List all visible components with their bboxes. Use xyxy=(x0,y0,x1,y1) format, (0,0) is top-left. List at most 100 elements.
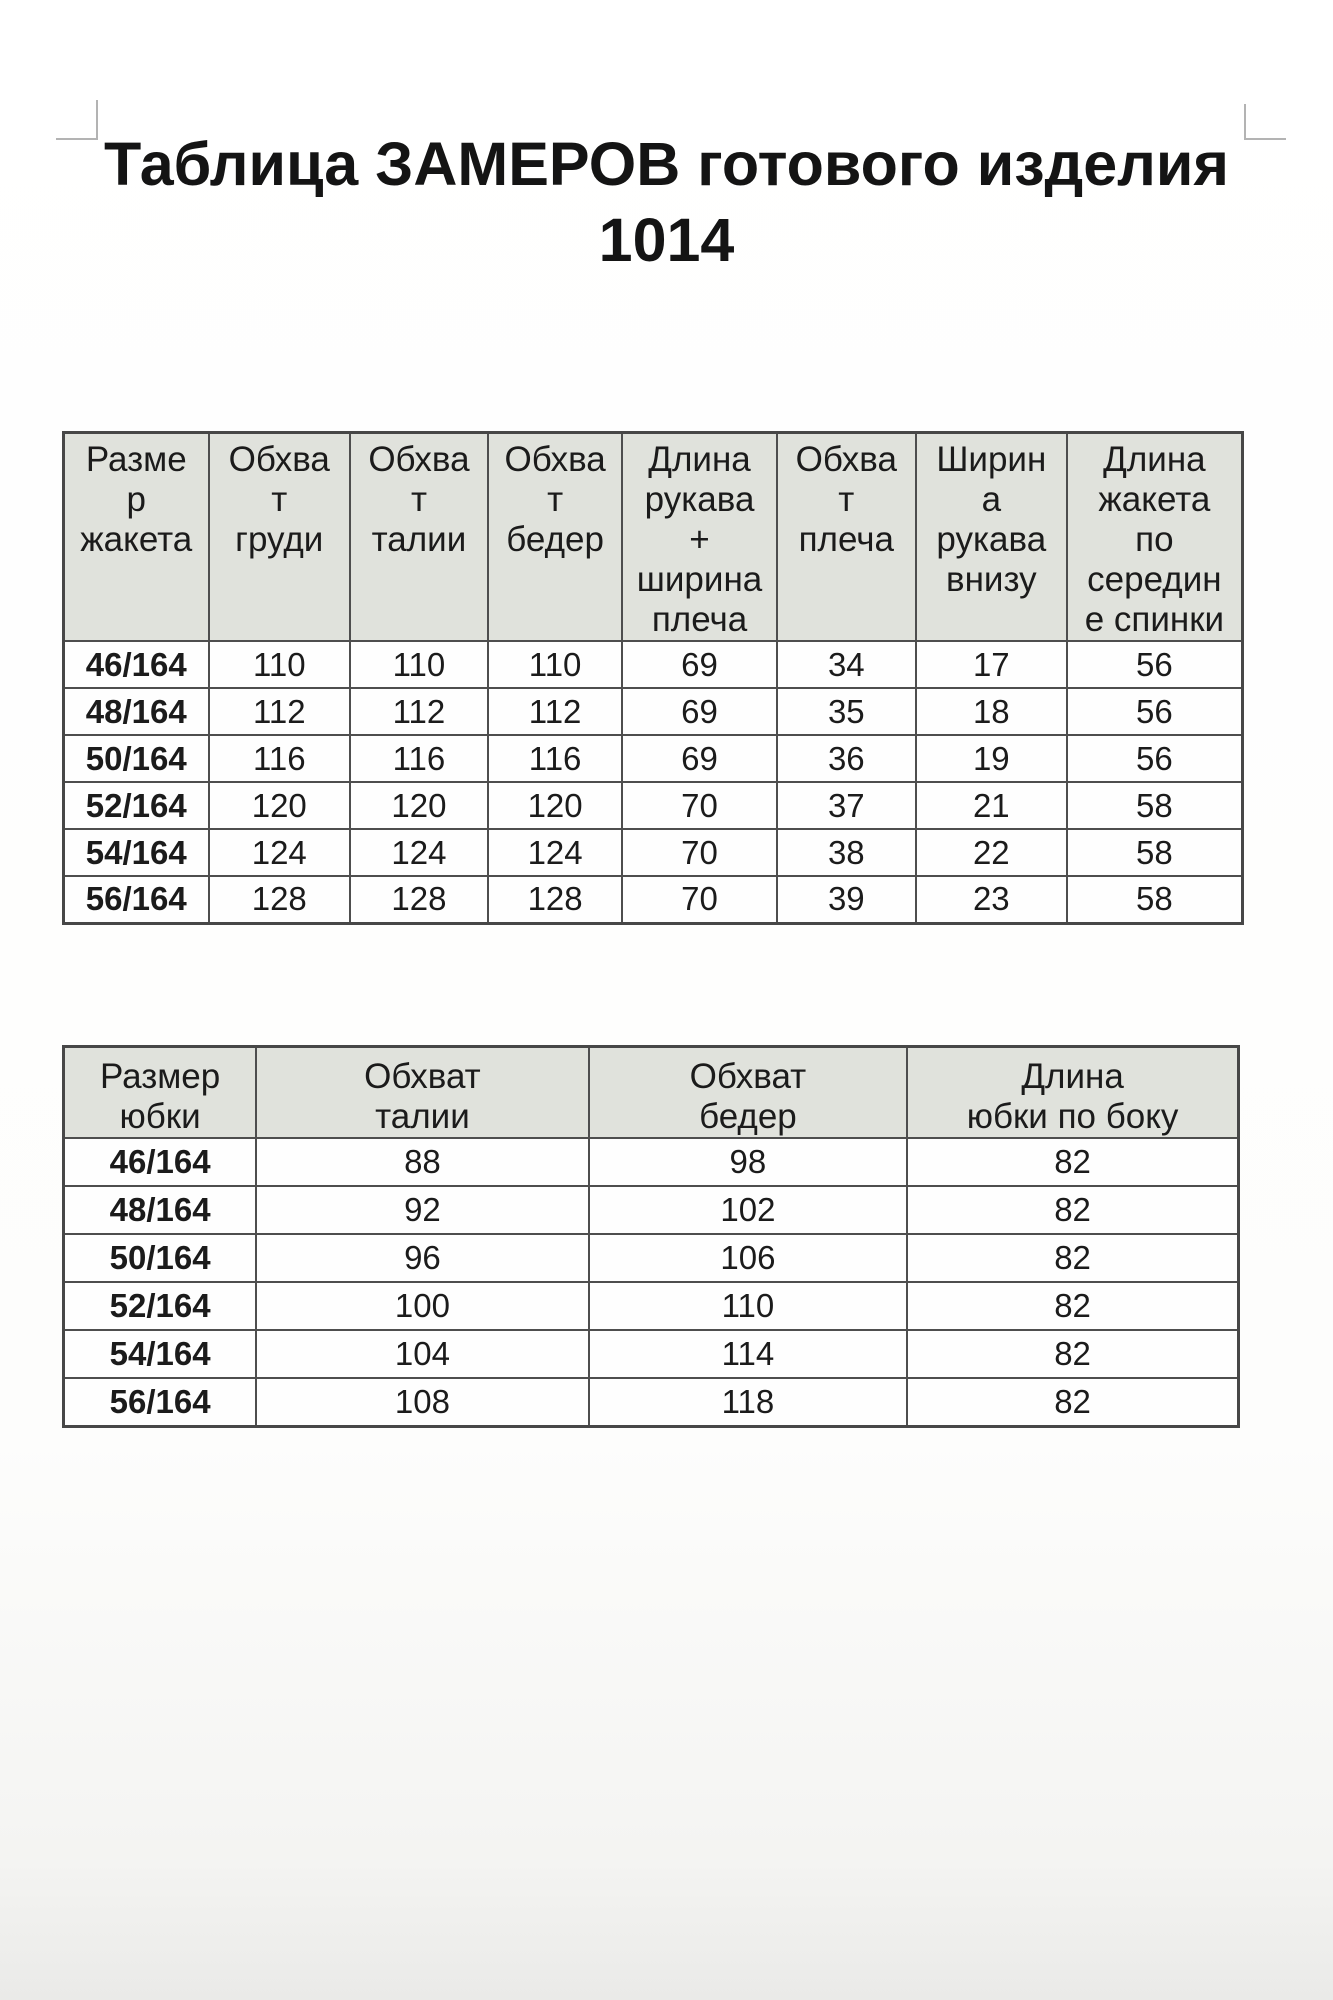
size-cell: 54/164 xyxy=(62,828,210,877)
size-cell: 46/164 xyxy=(62,1137,258,1187)
header-cell-upper-arm: Обхва т плеча xyxy=(775,431,917,642)
table-row: 48/164 112 112 112 69 35 18 56 xyxy=(62,687,1244,736)
value-cell: 116 xyxy=(207,734,351,783)
value-cell: 17 xyxy=(914,640,1068,689)
value-cell: 92 xyxy=(255,1185,590,1235)
size-cell: 48/164 xyxy=(62,687,210,736)
value-cell: 116 xyxy=(348,734,489,783)
value-cell: 69 xyxy=(621,687,778,736)
table-row: 52/164 120 120 120 70 37 21 58 xyxy=(62,781,1244,830)
size-cell: 52/164 xyxy=(62,781,210,830)
table-row: 50/164 96 106 82 xyxy=(62,1233,1240,1283)
table-row: 56/164 108 118 82 xyxy=(62,1377,1240,1427)
table-row: 46/164 110 110 110 69 34 17 56 xyxy=(62,640,1244,689)
header-cell-skirt-size: Размер юбки xyxy=(62,1045,258,1139)
page-margin-mark-top-left xyxy=(56,100,98,140)
value-cell: 58 xyxy=(1065,828,1244,877)
table-row: 54/164 124 124 124 70 38 22 58 xyxy=(62,828,1244,877)
value-cell: 36 xyxy=(775,734,917,783)
value-cell: 88 xyxy=(255,1137,590,1187)
value-cell: 110 xyxy=(348,640,489,689)
value-cell: 69 xyxy=(621,734,778,783)
size-cell: 54/164 xyxy=(62,1329,258,1379)
table-row: 52/164 100 110 82 xyxy=(62,1281,1240,1331)
value-cell: 23 xyxy=(914,875,1068,924)
jacket-table-header-row: Разме р жакета Обхва т груди Обхва т тал… xyxy=(62,431,1244,642)
size-cell: 50/164 xyxy=(62,734,210,783)
jacket-measurements-table: Разме р жакета Обхва т груди Обхва т тал… xyxy=(62,431,1244,925)
value-cell: 124 xyxy=(348,828,489,877)
table-row: 46/164 88 98 82 xyxy=(62,1137,1240,1187)
value-cell: 120 xyxy=(348,781,489,830)
value-cell: 118 xyxy=(587,1377,909,1427)
header-cell-back-length: Длина жакета по середин е спинки xyxy=(1065,431,1244,642)
skirt-table-header-row: Размер юбки Обхват талии Обхват бедер Дл… xyxy=(62,1045,1240,1139)
value-cell: 82 xyxy=(906,1185,1240,1235)
value-cell: 104 xyxy=(255,1329,590,1379)
value-cell: 120 xyxy=(486,781,624,830)
table-row: 54/164 104 114 82 xyxy=(62,1329,1240,1379)
skirt-measurements-table: Размер юбки Обхват талии Обхват бедер Дл… xyxy=(62,1045,1240,1428)
header-cell-skirt-hips: Обхват бедер xyxy=(587,1045,909,1139)
page-title: Таблица ЗАМЕРОВ готового изделия 1014 xyxy=(0,126,1333,278)
size-cell: 56/164 xyxy=(62,875,210,924)
size-cell: 48/164 xyxy=(62,1185,258,1235)
value-cell: 69 xyxy=(621,640,778,689)
value-cell: 100 xyxy=(255,1281,590,1331)
value-cell: 110 xyxy=(207,640,351,689)
value-cell: 21 xyxy=(914,781,1068,830)
value-cell: 38 xyxy=(775,828,917,877)
value-cell: 39 xyxy=(775,875,917,924)
value-cell: 102 xyxy=(587,1185,909,1235)
value-cell: 112 xyxy=(486,687,624,736)
header-cell-skirt-waist: Обхват талии xyxy=(255,1045,590,1139)
value-cell: 58 xyxy=(1065,875,1244,924)
value-cell: 22 xyxy=(914,828,1068,877)
value-cell: 96 xyxy=(255,1233,590,1283)
header-cell-waist: Обхва т талии xyxy=(348,431,489,642)
value-cell: 82 xyxy=(906,1137,1240,1187)
value-cell: 116 xyxy=(486,734,624,783)
page-title-line2: 1014 xyxy=(598,206,735,274)
value-cell: 128 xyxy=(348,875,489,924)
value-cell: 106 xyxy=(587,1233,909,1283)
value-cell: 18 xyxy=(914,687,1068,736)
value-cell: 58 xyxy=(1065,781,1244,830)
value-cell: 124 xyxy=(486,828,624,877)
value-cell: 82 xyxy=(906,1329,1240,1379)
header-cell-skirt-length: Длина юбки по боку xyxy=(906,1045,1240,1139)
table-row: 50/164 116 116 116 69 36 19 56 xyxy=(62,734,1244,783)
header-cell-chest: Обхва т груди xyxy=(207,431,351,642)
value-cell: 82 xyxy=(906,1281,1240,1331)
size-cell: 46/164 xyxy=(62,640,210,689)
table-row: 48/164 92 102 82 xyxy=(62,1185,1240,1235)
value-cell: 108 xyxy=(255,1377,590,1427)
value-cell: 98 xyxy=(587,1137,909,1187)
value-cell: 120 xyxy=(207,781,351,830)
value-cell: 112 xyxy=(207,687,351,736)
value-cell: 114 xyxy=(587,1329,909,1379)
value-cell: 128 xyxy=(486,875,624,924)
value-cell: 112 xyxy=(348,687,489,736)
page-margin-mark-top-right xyxy=(1244,104,1286,140)
size-cell: 50/164 xyxy=(62,1233,258,1283)
value-cell: 110 xyxy=(587,1281,909,1331)
table-row: 56/164 128 128 128 70 39 23 58 xyxy=(62,875,1244,924)
value-cell: 56 xyxy=(1065,640,1244,689)
size-cell: 56/164 xyxy=(62,1377,258,1427)
value-cell: 37 xyxy=(775,781,917,830)
value-cell: 82 xyxy=(906,1233,1240,1283)
value-cell: 56 xyxy=(1065,734,1244,783)
value-cell: 110 xyxy=(486,640,624,689)
header-cell-sleeve-width: Ширин а рукава внизу xyxy=(914,431,1068,642)
size-cell: 52/164 xyxy=(62,1281,258,1331)
page-title-line1: Таблица ЗАМЕРОВ готового изделия xyxy=(103,130,1230,198)
value-cell: 124 xyxy=(207,828,351,877)
value-cell: 70 xyxy=(621,828,778,877)
value-cell: 128 xyxy=(207,875,351,924)
value-cell: 56 xyxy=(1065,687,1244,736)
value-cell: 70 xyxy=(621,781,778,830)
header-cell-hips: Обхва т бедер xyxy=(486,431,624,642)
value-cell: 35 xyxy=(775,687,917,736)
